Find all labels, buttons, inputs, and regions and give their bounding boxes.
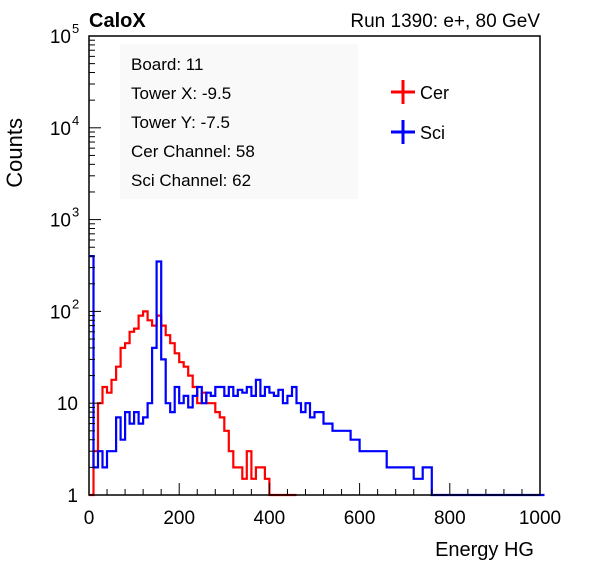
y-axis-label: Counts: [2, 118, 27, 188]
info-board: Board: 11: [131, 55, 203, 74]
y-tick-label: 10: [57, 394, 78, 415]
y-tick-label: 10 5: [50, 21, 79, 48]
y-tick-base: 1: [67, 486, 78, 507]
x-tick-label: 800: [434, 508, 466, 529]
experiment-label: CaloX: [89, 10, 146, 32]
x-tick-label: 1000: [519, 508, 561, 529]
x-axis-label: Energy HG: [435, 539, 534, 561]
info-tower-y: Tower Y: -7.5: [131, 113, 230, 132]
y-tick-label: 10 4: [50, 113, 79, 140]
plot-frame: [88, 35, 541, 496]
series-cer-line: [89, 310, 297, 497]
y-tick-exponent: 3: [72, 205, 79, 220]
info-sci-channel: Sci Channel: 62: [131, 171, 251, 190]
x-tick-label: 200: [163, 508, 195, 529]
x-tick-label: 0: [84, 508, 95, 529]
run-label: Run 1390: e+, 80 GeV: [350, 11, 540, 32]
series-layer: [89, 255, 545, 497]
legend-sci-label: Sci: [420, 123, 445, 143]
y-tick-base: 10: [50, 302, 71, 323]
legend: Cer Sci: [391, 80, 449, 144]
y-tick-base: 10: [50, 119, 71, 140]
y-tick-label: 10 3: [50, 205, 79, 232]
legend-entry-cer: Cer: [391, 80, 449, 104]
series-sci-line: [89, 255, 545, 497]
x-tick-label: 600: [344, 508, 376, 529]
y-tick-base: 10: [50, 211, 71, 232]
y-tick-base: 10: [57, 394, 78, 415]
legend-entry-sci: Sci: [391, 120, 445, 144]
legend-cer-label: Cer: [420, 83, 449, 103]
info-tower-x: Tower X: -9.5: [131, 84, 231, 103]
y-tick-exponent: 5: [72, 21, 79, 36]
info-box: [120, 44, 358, 199]
y-tick-label: 10 2: [50, 296, 79, 323]
info-cer-channel: Cer Channel: 58: [131, 142, 255, 161]
y-tick-exponent: 4: [72, 113, 79, 128]
y-tick-base: 10: [50, 27, 71, 48]
y-tick-label: 1: [67, 486, 78, 507]
y-tick-exponent: 2: [72, 296, 79, 311]
x-tick-label: 400: [254, 508, 286, 529]
